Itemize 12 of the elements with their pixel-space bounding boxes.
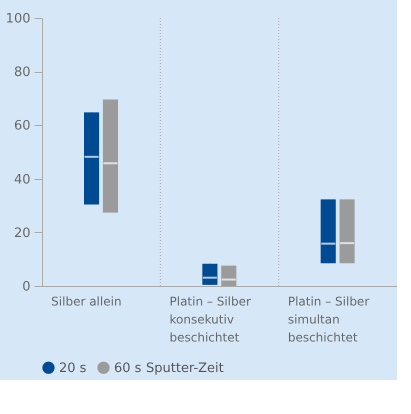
y-tick-label: 60: [14, 118, 30, 134]
x-tick-label: Silber allein: [51, 294, 122, 308]
y-tick-label: 100: [6, 12, 30, 26]
legend-title: Sputter-Zeit: [146, 361, 224, 376]
x-tick-label: Platin – Silber simultan beschichtet: [288, 294, 370, 344]
x-tick-label: Platin – Silber konsekutiv beschichtet: [170, 294, 251, 344]
y-tick-label: 80: [14, 65, 30, 80]
y-tick-label: 0: [22, 280, 30, 294]
legend-label: 60 s: [114, 360, 142, 376]
legend-label: 20 s: [59, 360, 87, 376]
y-tick-label: 20: [14, 226, 30, 241]
y-tick-label: 40: [14, 172, 30, 188]
